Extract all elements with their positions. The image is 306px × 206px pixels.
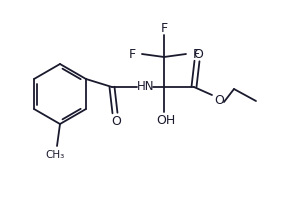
Text: O: O — [214, 94, 224, 107]
Text: F: F — [192, 48, 200, 61]
Text: F: F — [160, 22, 168, 35]
Text: CH₃: CH₃ — [45, 149, 65, 159]
Text: OH: OH — [156, 114, 176, 127]
Text: HN: HN — [137, 80, 155, 93]
Text: O: O — [193, 48, 203, 61]
Text: F: F — [129, 48, 136, 61]
Text: O: O — [111, 115, 121, 128]
